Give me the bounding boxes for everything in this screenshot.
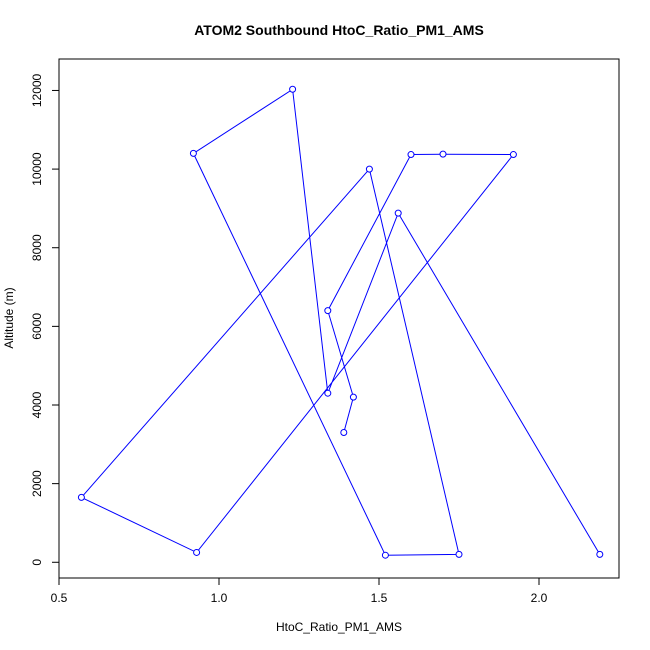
data-point <box>324 307 332 315</box>
y-axis: 0 2000 4000 6000 8000 10000 12000 <box>30 73 60 566</box>
data-point <box>509 151 517 159</box>
series-line <box>80 88 601 556</box>
y-tick-label: 12000 <box>30 73 44 107</box>
x-tick-label: 1.0 <box>211 591 228 605</box>
data-points <box>77 85 604 559</box>
data-point <box>439 150 447 158</box>
data-point <box>77 493 85 501</box>
data-point <box>381 551 389 559</box>
data-point <box>289 85 297 93</box>
data-point <box>596 550 604 558</box>
data-point <box>394 209 402 217</box>
data-point <box>189 149 197 157</box>
data-point <box>193 548 201 556</box>
y-tick-label: 2000 <box>30 470 44 497</box>
y-tick-label: 10000 <box>30 152 44 186</box>
x-axis: 0.5 1.0 1.5 2.0 <box>51 577 548 605</box>
chart-title: ATOM2 Southbound HtoC_Ratio_PM1_AMS <box>194 22 484 38</box>
x-axis-label: HtoC_Ratio_PM1_AMS <box>276 620 402 634</box>
y-tick-label: 0 <box>30 559 44 566</box>
x-tick-label: 0.5 <box>51 591 68 605</box>
x-tick-label: 1.5 <box>371 591 388 605</box>
y-tick-label: 8000 <box>30 234 44 261</box>
data-point <box>455 550 463 558</box>
data-point <box>349 393 357 401</box>
data-point <box>340 429 348 437</box>
y-axis-label: Altitude (m) <box>2 287 16 348</box>
data-point <box>407 151 415 159</box>
x-tick-label: 2.0 <box>531 591 548 605</box>
data-point <box>365 165 373 173</box>
plot-frame <box>58 58 620 579</box>
data-point <box>324 389 332 397</box>
y-tick-label: 4000 <box>30 391 44 418</box>
y-tick-label: 6000 <box>30 313 44 340</box>
